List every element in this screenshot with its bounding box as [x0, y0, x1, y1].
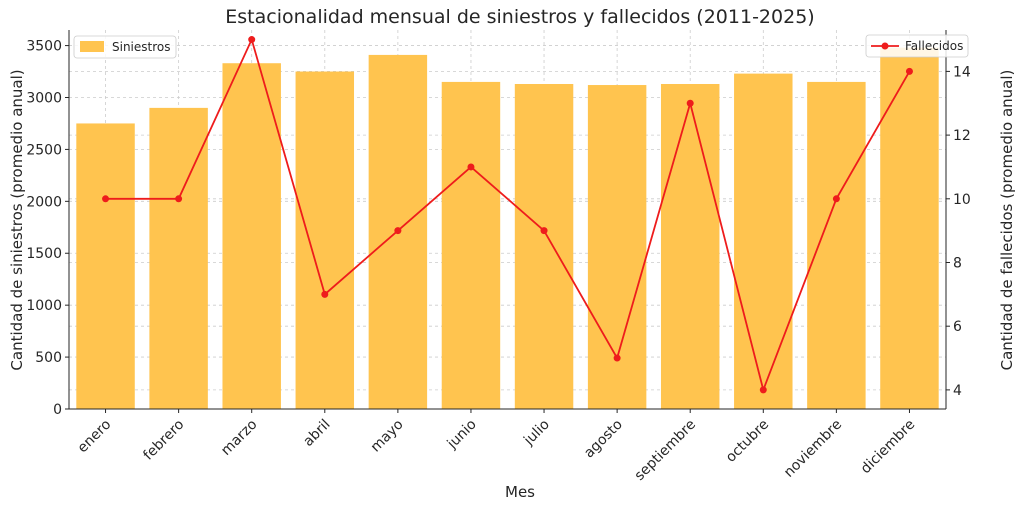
y-axis-label: Cantidad de siniestros (promedio anual) [8, 69, 26, 370]
point-octubre [759, 386, 767, 394]
legend-swatch-marker [881, 42, 889, 50]
y2-tick-label: 4 [953, 383, 962, 399]
y-tick-label: 2000 [26, 194, 62, 210]
point-noviembre [832, 195, 840, 203]
point-abril [321, 290, 329, 298]
line-series-fallecidos [102, 36, 913, 394]
legend-siniestros: Siniestros [73, 35, 177, 59]
bar-octubre [734, 73, 793, 409]
gridlines [69, 30, 946, 410]
x-tick-label-agosto: agosto [581, 417, 626, 462]
point-diciembre [905, 67, 913, 75]
y2-axis-label: Cantidad de fallecidos (promedio anual) [998, 70, 1016, 371]
y-tick-label: 500 [35, 350, 62, 366]
point-mayo [394, 227, 402, 235]
y-tick-label: 1500 [26, 246, 62, 262]
bar-abril [295, 71, 355, 410]
legend-fallecidos: Fallecidos [865, 34, 969, 58]
point-marzo [248, 36, 256, 44]
x-tick-label-enero: enero [75, 417, 115, 457]
bar-julio [514, 83, 574, 410]
point-septiembre [686, 99, 694, 107]
bar-marzo [222, 63, 281, 410]
x-tick-label-febrero: febrero [140, 417, 187, 464]
x-axis-label: Mes [505, 483, 535, 501]
x-tick-label-mayo: mayo [368, 417, 407, 456]
point-enero [102, 195, 110, 203]
bar-junio [441, 81, 501, 409]
chart-title: Estacionalidad mensual de siniestros y f… [225, 6, 814, 28]
legend-label-siniestros: Siniestros [112, 40, 171, 54]
bar-diciembre [880, 47, 939, 410]
x-tick-label-junio: junio [444, 417, 480, 453]
y-tick-label: 2500 [26, 142, 62, 158]
x-tick-label-julio: julio [520, 417, 553, 450]
line-path-fallecidos [105, 36, 911, 393]
legend-box [865, 34, 969, 58]
y2-tick-label: 6 [953, 319, 962, 335]
point-julio [540, 227, 548, 235]
y-tick-label: 3500 [26, 39, 62, 55]
x-tick-label-marzo: marzo [218, 417, 260, 459]
y2-tick-label: 12 [953, 128, 971, 144]
point-febrero [175, 195, 183, 203]
y-tick-label: 1000 [26, 298, 62, 314]
legend-label-fallecidos: Fallecidos [905, 39, 963, 53]
point-agosto [613, 354, 621, 362]
point-junio [467, 163, 475, 171]
x-tick-label-octubre: octubre [723, 417, 772, 466]
y-tick-label: 0 [53, 402, 62, 418]
x-tick-label-diciembre: diciembre [858, 417, 919, 478]
x-tick-label-noviembre: noviembre [781, 417, 845, 481]
y2-tick-label: 10 [953, 192, 971, 208]
y2-tick-label: 14 [953, 64, 971, 80]
y-tick-label: 3000 [26, 90, 62, 106]
x-tick-label-septiembre: septiembre [632, 417, 699, 484]
legend-swatch-bar [80, 41, 104, 52]
x-tick-label-abril: abril [300, 417, 333, 450]
bar-series-siniestros [76, 47, 939, 410]
bar-noviembre [807, 81, 866, 409]
y2-tick-label: 8 [953, 255, 962, 271]
bar-enero [76, 123, 135, 409]
bar-septiembre [660, 83, 720, 410]
